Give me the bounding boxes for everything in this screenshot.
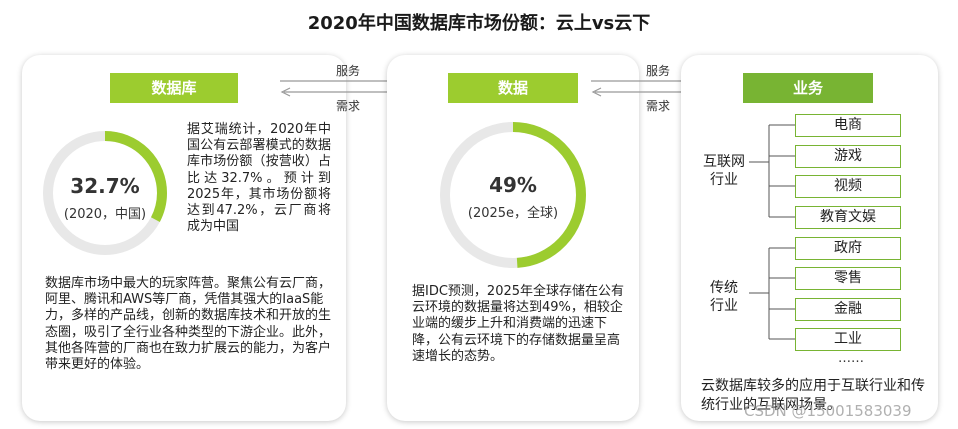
item-industry: 工业 [795,328,901,351]
database-text-bottom: 数据库市场中最大的玩家阵营。聚焦公有云厂商，阿里、腾讯和AWS等厂商，凭借其强大… [45,276,332,373]
database-share-value: 32.7% [70,174,140,198]
database-ring-arc [43,131,167,255]
data-text: 据IDC预测，2025年全球存储在公有云环境的数据量将达到49%，相较企业端的缓… [412,284,625,364]
item-finance: 金融 [795,298,901,321]
page-title: 2020年中国数据库市场份额：云上vs云下 [307,13,651,34]
data-ring-graphic [440,122,586,268]
item-games: 游戏 [795,145,901,168]
database-text-side: 据艾瑞统计，2020年中国公有云部署模式的数据库市场份额（按营收）占比达32.7… [187,122,331,235]
business-panel: 业务 互联网 行业 电商 游戏 视频 教育文娱 传统 行业 政府 零售 金融 工… [681,55,938,421]
item-ecommerce: 电商 [795,114,901,137]
data-ring-arc [440,122,586,268]
group-traditional-label: 传统 行业 [710,280,738,314]
database-panel: 数据库 32.7% (2020，中国) 据艾瑞统计，2020年中国公有云部署模式… [22,55,346,421]
database-share-ring: 32.7% (2020，中国) [42,130,168,256]
database-header: 数据库 [110,73,238,103]
group-internet-label: 互联网 行业 [703,154,745,188]
connector-left-service-label: 服务 [335,64,360,78]
more-items-ellipsis: …… [838,351,864,366]
connector-left-demand-label: 需求 [335,99,360,113]
item-retail: 零售 [795,267,901,290]
database-ring-graphic [43,131,167,255]
demand-arrow-head-icon [591,87,602,97]
data-share-ring: 49% (2025e，全球) [439,121,587,269]
business-tree-lines [749,124,795,340]
data-share-value: 49% [489,173,537,197]
item-video: 视频 [795,175,901,198]
data-header: 数据 [448,73,578,103]
connector-right-demand-label: 需求 [645,99,670,113]
business-text: 云数据库较多的应用于互联行业和传统行业的互联网场景。 [701,378,925,413]
database-share-context: (2020，中国) [63,207,147,222]
item-government: 政府 [795,237,901,260]
business-header: 业务 [743,73,873,103]
demand-arrow-head-icon [280,87,291,97]
item-education-entertainment: 教育文娱 [795,206,901,229]
watermark: CSDN @15001583039 [744,402,912,420]
data-panel: 数据 49% (2025e，全球) 据IDC预测，2025年全球存储在公有云环境… [387,55,639,421]
connector-right-service-label: 服务 [645,64,670,78]
data-share-context: (2025e，全球) [467,206,559,221]
